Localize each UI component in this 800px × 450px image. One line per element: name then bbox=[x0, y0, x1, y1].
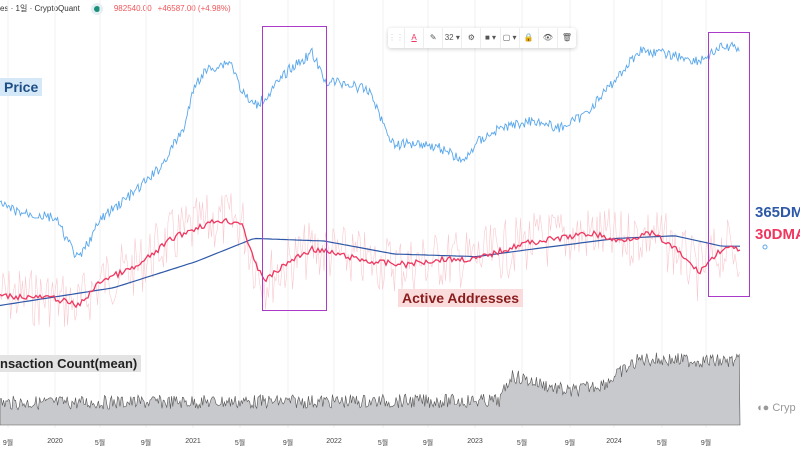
chart-legend: es · 1일 · CryptoQuant 982540.00 +46587.0… bbox=[0, 3, 231, 14]
series-title: es · 1일 · CryptoQuant bbox=[0, 4, 80, 13]
active-addresses-raw-line bbox=[0, 193, 740, 328]
x-tick-label: 2024 bbox=[606, 438, 622, 445]
transaction-count-label: nsaction Count(mean) bbox=[0, 355, 142, 372]
price-label: Price bbox=[0, 78, 43, 96]
drag-handle-icon[interactable]: ⋮⋮ bbox=[388, 33, 404, 42]
x-tick-label: 9월 bbox=[700, 440, 712, 447]
highlight-box-2024[interactable] bbox=[708, 32, 750, 297]
x-tick-label: 5월 bbox=[234, 440, 246, 447]
crosshair-marker bbox=[762, 244, 768, 250]
ma30-line bbox=[0, 217, 741, 309]
lock-icon[interactable]: 🔒 bbox=[518, 28, 538, 48]
x-tick-label: 9월 bbox=[2, 440, 14, 447]
x-tick-label: 2020 bbox=[47, 438, 63, 445]
price-line bbox=[0, 41, 740, 259]
transaction-count-area bbox=[0, 352, 741, 426]
cryptoquant-logo-icon: ◖● bbox=[756, 402, 770, 414]
x-tick-label: 9월 bbox=[564, 440, 576, 447]
x-tick-label: 2023 bbox=[467, 438, 483, 445]
settings-icon[interactable]: ⚙ bbox=[461, 28, 480, 48]
last-price: 982540.00 bbox=[113, 4, 152, 13]
x-tick-label: 5월 bbox=[656, 440, 668, 447]
drawing-toolbar: ⋮⋮ A ✎ 32 ▾ ⚙ ■ ▾ ▢ ▾ 🔒 👁 🗑 bbox=[388, 28, 576, 48]
highlight-box-2021[interactable] bbox=[262, 26, 327, 311]
fill-icon[interactable]: ■ ▾ bbox=[480, 28, 499, 48]
ma365-label: 365DM bbox=[755, 204, 800, 221]
line-color-icon[interactable]: ✎ bbox=[423, 28, 442, 48]
text-color-icon[interactable]: A bbox=[404, 28, 423, 48]
x-tick-label: 9월 bbox=[422, 440, 434, 447]
x-tick-label: 5월 bbox=[377, 440, 389, 447]
x-tick-label: 9월 bbox=[282, 440, 294, 447]
x-tick-label: 2021 bbox=[185, 438, 201, 445]
font-size-select[interactable]: 32 ▾ bbox=[442, 28, 461, 48]
ma365-line bbox=[0, 235, 740, 307]
ma30-label: 30DMA bbox=[755, 226, 800, 243]
price-change: +46587.00 (+4.98%) bbox=[157, 4, 231, 13]
active-addresses-label: Active Addresses bbox=[398, 289, 523, 307]
x-tick-label: 2022 bbox=[326, 438, 342, 445]
style-icon[interactable]: ▢ ▾ bbox=[499, 28, 519, 48]
x-tick-label: 5월 bbox=[516, 440, 528, 447]
visibility-icon[interactable]: 👁 bbox=[537, 28, 557, 48]
watermark: ◖● Cryp bbox=[756, 402, 796, 414]
x-tick-label: 9월 bbox=[140, 440, 152, 447]
status-dot-icon bbox=[93, 5, 100, 12]
delete-icon[interactable]: 🗑 bbox=[556, 28, 576, 48]
x-tick-label: 5월 bbox=[94, 440, 106, 447]
